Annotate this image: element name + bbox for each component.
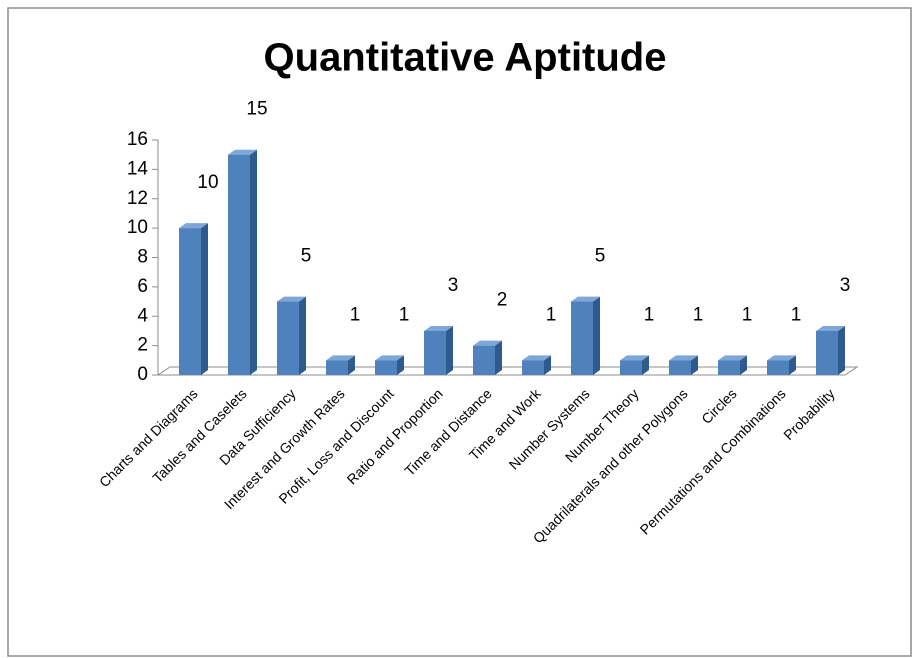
bar-top [620,355,649,361]
y-tick-label: 6 [137,276,148,297]
bar-top [473,340,502,346]
bar [375,360,397,375]
bar-3d [767,355,796,375]
data-label: 10 [197,172,218,193]
bar-side [201,223,208,375]
bar-top [718,355,747,361]
floor [156,366,859,376]
y-tick-label: 14 [127,158,149,179]
bar-3d [277,296,306,375]
data-label: 15 [246,99,267,120]
y-tick-label: 12 [127,188,148,209]
bar-top [522,355,551,361]
bar-top [277,296,306,302]
bar [326,360,348,375]
y-tick-label: 16 [127,129,148,150]
bar-side [299,296,306,375]
bar [816,330,838,375]
data-label: 1 [546,304,557,325]
chart-frame [7,7,912,657]
y-tick-label: 0 [137,364,148,385]
data-label: 1 [742,304,753,325]
bar-side [446,325,453,375]
bar-top [571,296,600,302]
y-tick-label: 8 [137,247,148,268]
bar [473,345,495,375]
bar-top [669,355,698,361]
data-label: 1 [693,304,704,325]
bar-top [767,355,796,361]
chart-title: Quantitative Aptitude [264,36,667,80]
bar-side [348,355,355,375]
y-tick-label: 4 [137,305,148,326]
bar-top [375,355,404,361]
bar [424,330,446,375]
bar [228,154,250,375]
bar-side [495,340,502,375]
y-tick-label: 2 [137,335,148,356]
bar-3d [424,325,453,375]
bar-side [544,355,551,375]
bar [522,360,544,375]
data-label: 2 [497,290,508,311]
bar [571,301,593,375]
data-label: 1 [399,304,410,325]
bar-3d [179,223,208,375]
bar-side [740,355,747,375]
bar-side [593,296,600,375]
bar-3d [620,355,649,375]
bar [277,301,299,375]
data-label: 3 [840,275,851,296]
data-label: 5 [595,246,606,267]
data-label: 1 [644,304,655,325]
bar-side [838,325,845,375]
bar [718,360,740,375]
bar [620,360,642,375]
bar-3d [816,325,845,375]
data-label: 1 [791,304,802,325]
bar-side [642,355,649,375]
bar-top [179,223,208,229]
bar-top [228,149,257,155]
bar-3d [375,355,404,375]
bar [767,360,789,375]
bar-top [424,325,453,331]
bar-3d [669,355,698,375]
bar-side [397,355,404,375]
bar-3d [326,355,355,375]
bar-top [816,325,845,331]
bar-3d [228,149,257,375]
data-label: 1 [350,304,361,325]
y-tick-label: 10 [127,217,148,238]
bar-3d [473,340,502,375]
bar-3d [718,355,747,375]
bar [179,228,201,375]
bar-3d [522,355,551,375]
data-label: 3 [448,275,459,296]
bar-side [789,355,796,375]
bar-top [326,355,355,361]
bar [669,360,691,375]
bar-side [250,149,257,375]
bar-3d [571,296,600,375]
bar-side [691,355,698,375]
data-label: 5 [301,246,312,267]
